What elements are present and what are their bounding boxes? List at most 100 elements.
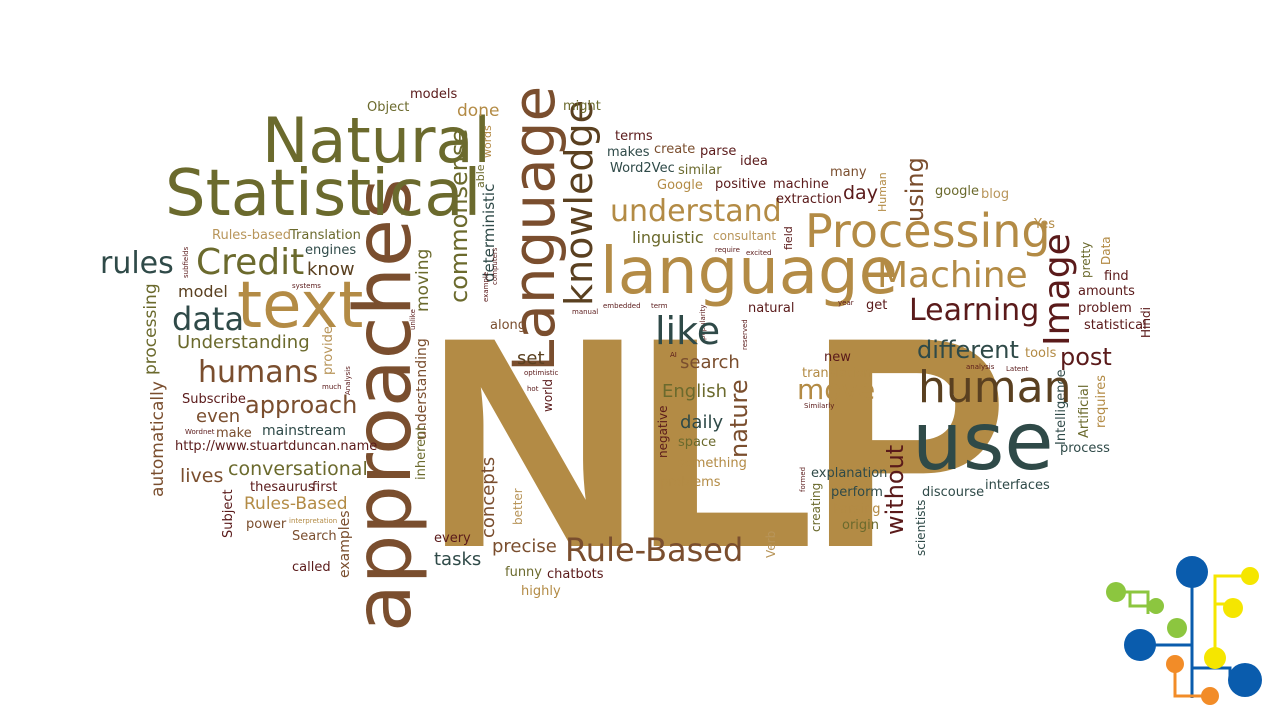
logo-yellow-line bbox=[1213, 574, 1248, 658]
word-creating: creating bbox=[809, 482, 823, 532]
word-term: term bbox=[651, 302, 668, 310]
word-without: without bbox=[881, 444, 909, 535]
word-understanding-title: Understanding bbox=[177, 332, 310, 353]
word-subscribe: Subscribe bbox=[182, 392, 246, 407]
word-statistical-lower: statistical bbox=[1084, 318, 1147, 333]
word-processing-title: Processing bbox=[805, 204, 1051, 258]
word-different: different bbox=[917, 336, 1019, 364]
word-power: power bbox=[246, 517, 287, 532]
word-credit: Credit bbox=[196, 242, 305, 283]
word-embedded: embedded bbox=[603, 302, 641, 310]
word-optimistic: optimistic bbox=[524, 369, 559, 377]
word-formed: formed bbox=[799, 466, 807, 492]
word-even: even bbox=[196, 406, 241, 427]
word-might: might bbox=[563, 99, 601, 114]
logo-orange-dot-2 bbox=[1201, 687, 1219, 705]
word-origin: origin bbox=[842, 518, 880, 533]
word-post: post bbox=[1060, 343, 1112, 371]
word-subject: Subject bbox=[221, 489, 236, 538]
word-parsing: Parsing bbox=[833, 502, 881, 517]
word-nlp: NLP bbox=[425, 274, 1009, 610]
logo-yellow-dot-top bbox=[1241, 567, 1259, 585]
word-pretty: pretty bbox=[1079, 241, 1093, 278]
word-precise: precise bbox=[492, 536, 557, 557]
word-language-lower: language bbox=[600, 235, 898, 309]
logo-orange-line bbox=[1173, 664, 1210, 698]
word-examples: examples bbox=[337, 510, 353, 578]
word-machine-title: Machine bbox=[877, 255, 1028, 296]
word-new: new bbox=[824, 350, 851, 365]
word-automatically: automatically bbox=[148, 381, 168, 497]
word-search-lower: search bbox=[680, 352, 740, 373]
word-discourse: discourse bbox=[922, 485, 985, 500]
word-amounts: amounts bbox=[1078, 284, 1135, 299]
word-nature: nature bbox=[725, 379, 753, 458]
word-called: called bbox=[292, 560, 331, 575]
logo-blue-dot-top bbox=[1176, 556, 1208, 588]
logo-green-dot-large bbox=[1106, 582, 1126, 602]
logo-orange-dot bbox=[1166, 655, 1184, 673]
word-tools: tools bbox=[1025, 346, 1057, 361]
word-learning: Learning bbox=[909, 293, 1040, 328]
word-natural-lower: natural bbox=[748, 301, 795, 316]
word-perform: perform bbox=[831, 485, 883, 500]
word-wordnet: Wordnet bbox=[185, 428, 215, 436]
word-rules-based-title: Rules-Based bbox=[244, 494, 348, 514]
word-reserved: reserved bbox=[741, 319, 749, 350]
word-problem: problem bbox=[1078, 301, 1132, 316]
word-use: use bbox=[912, 395, 1054, 488]
word-get: get bbox=[866, 298, 888, 313]
word-much: much bbox=[322, 383, 342, 391]
logo-blue-dot-right bbox=[1228, 663, 1262, 697]
word-mainstream: mainstream bbox=[262, 423, 347, 439]
word-manual: manual bbox=[572, 308, 599, 316]
word-interfaces: interfaces bbox=[985, 478, 1050, 493]
word-knowledge: knowledge bbox=[557, 100, 601, 306]
word-daily: daily bbox=[680, 412, 724, 433]
word-many: many bbox=[830, 165, 867, 180]
word-translation-lower: translation bbox=[802, 366, 872, 381]
word-problems: problems bbox=[660, 475, 721, 490]
word-analysis-lower: analysis bbox=[966, 363, 995, 371]
word-google-title: Google bbox=[657, 178, 703, 193]
word-consultant: consultant bbox=[713, 229, 777, 243]
word-data-title: Data bbox=[1099, 236, 1113, 265]
word-similar: similar bbox=[678, 163, 722, 178]
word-word2vec: Word2Vec bbox=[610, 161, 675, 176]
word-latent: Latent bbox=[1006, 365, 1029, 373]
word-chatbots: chatbots bbox=[547, 567, 604, 582]
word-natural-title: Natural bbox=[262, 104, 491, 177]
logo-yellow-dot-low bbox=[1204, 647, 1226, 669]
word-unlike: unlike bbox=[409, 309, 417, 330]
word-artificial: Artificial bbox=[1077, 384, 1092, 438]
word-concepts: concepts bbox=[478, 456, 499, 538]
word-idea: idea bbox=[740, 154, 768, 169]
word-moving: moving bbox=[413, 248, 433, 312]
word-processing-lower: processing bbox=[141, 283, 161, 375]
word-model: model bbox=[178, 282, 228, 301]
word-day: day bbox=[843, 182, 878, 204]
word-translation-title: Translation bbox=[290, 228, 361, 243]
word-space: space bbox=[678, 435, 717, 450]
word-rules: rules bbox=[100, 246, 174, 281]
word-systems: systems bbox=[292, 282, 321, 290]
word-process: process bbox=[1060, 441, 1110, 456]
word-search-title: Search bbox=[292, 529, 337, 544]
word-highly: highly bbox=[521, 584, 561, 599]
word-move: move bbox=[797, 373, 876, 406]
word-human: human bbox=[918, 362, 1072, 413]
word-scientists: scientists bbox=[914, 499, 928, 556]
word-parse: parse bbox=[700, 144, 737, 159]
word-terms: terms bbox=[615, 129, 653, 144]
word-english: English bbox=[662, 381, 727, 402]
word-know: know bbox=[307, 259, 355, 280]
word-done: done bbox=[457, 101, 500, 121]
word-funny: funny bbox=[505, 565, 542, 580]
word-engines: engines bbox=[305, 243, 357, 258]
word-thesaurus: thesaurus bbox=[250, 480, 315, 495]
word-understand: understand bbox=[610, 194, 782, 229]
word-hot: hot bbox=[527, 385, 539, 393]
word-makes: makes bbox=[607, 145, 650, 160]
word-computers: computers bbox=[491, 247, 499, 285]
